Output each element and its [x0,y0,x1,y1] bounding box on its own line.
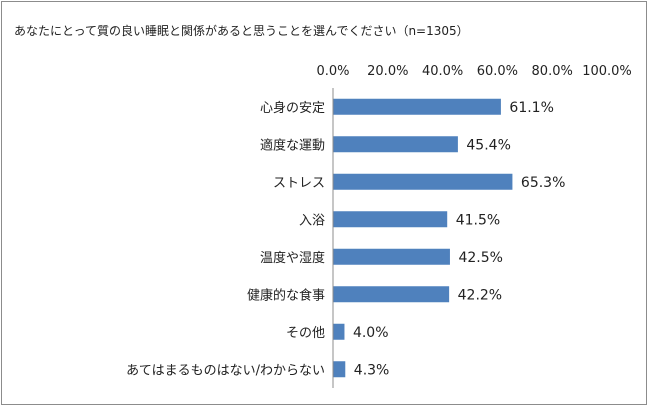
bar [333,98,501,115]
category-label: ストレス [273,176,325,191]
bar [333,361,346,378]
x-tick-label: 0.0% [316,64,349,79]
bar [333,323,345,340]
x-tick-label: 100.0% [582,64,632,79]
data-label: 61.1% [509,100,553,116]
category-label: その他 [286,326,325,341]
category-label: あてはまるものはない/わからない [126,363,325,378]
data-label: 4.0% [353,325,389,341]
data-label: 42.5% [458,250,502,266]
chart-title: あなたにとって質の良い睡眠と関係があると思うことを選んでください（n=1305） [14,24,469,38]
data-label: 41.5% [456,212,500,228]
category-label: 健康的な食事 [247,287,325,303]
bar [333,173,513,190]
x-tick-label: 40.0% [422,64,463,79]
data-label: 65.3% [521,175,565,191]
bar [333,211,448,228]
category-label: 温度や湿度 [260,250,325,266]
category-label: 適度な運動 [260,137,325,153]
bar [333,136,458,153]
category-label: 心身の安定 [260,100,325,116]
data-label: 42.2% [458,287,502,303]
x-tick-label: 80.0% [532,64,573,79]
data-label: 45.4% [466,137,510,153]
x-axis-ticks: 0.0% 20.0% 40.0% 60.0% 80.0% 100.0% [316,64,631,79]
x-tick-label: 20.0% [367,64,408,79]
category-label: 入浴 [299,213,325,228]
x-tick-label: 60.0% [477,64,518,79]
bars: 心身の安定 61.1% 適度な運動 45.4% ストレス 65.3% 入浴 41.5% 温度や湿… [126,98,565,378]
bar [333,286,450,303]
data-label: 4.3% [354,362,390,378]
bar [333,248,450,265]
